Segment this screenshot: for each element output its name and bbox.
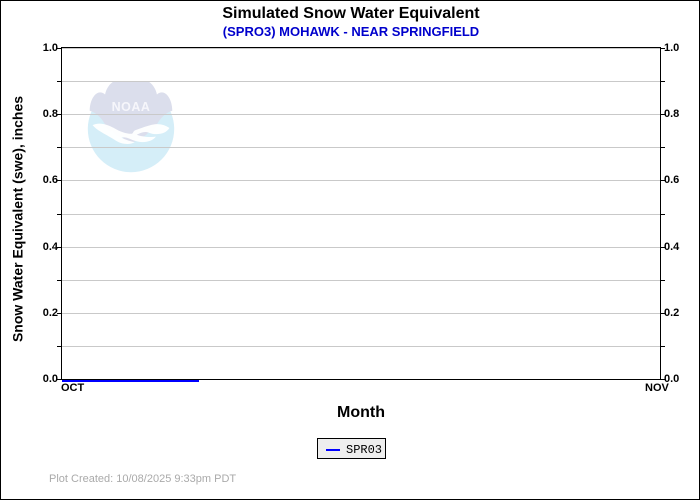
- svg-text:NOAA: NOAA: [112, 100, 151, 114]
